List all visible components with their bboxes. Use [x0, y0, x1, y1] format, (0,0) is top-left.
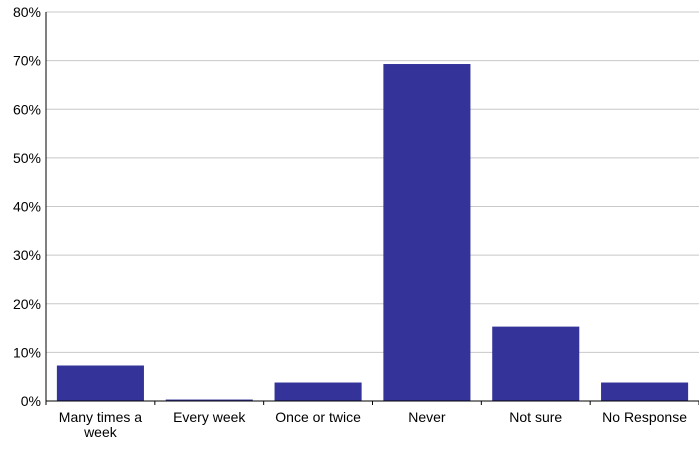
bar	[383, 64, 471, 401]
y-tick-label: 20%	[13, 296, 41, 312]
y-tick-label: 80%	[13, 4, 41, 20]
x-tick-label: Once or twice	[275, 409, 361, 425]
y-tick-label: 60%	[13, 101, 41, 117]
x-tick-label: Not sure	[509, 409, 562, 425]
gridlines	[46, 11, 699, 353]
y-tick-label: 40%	[13, 199, 41, 215]
bar	[492, 326, 580, 401]
bar	[56, 365, 144, 401]
bar	[274, 382, 362, 401]
y-tick-label: 70%	[13, 53, 41, 69]
y-tick-label: 30%	[13, 247, 41, 263]
y-tick-label: 10%	[13, 344, 41, 360]
axes	[45, 12, 699, 405]
x-tick-label: Every week	[173, 409, 246, 425]
bar	[165, 399, 253, 401]
y-tick-labels: 0% 10% 20% 30% 40% 50% 60% 70% 80%	[13, 4, 41, 409]
y-tick-label: 50%	[13, 150, 41, 166]
x-tick-label: No Response	[602, 409, 687, 425]
x-tick-label: Never	[408, 409, 446, 425]
bars	[56, 64, 689, 401]
x-tick-label: Many times a	[59, 409, 142, 425]
bar	[601, 382, 689, 401]
y-tick-label: 0%	[21, 393, 41, 409]
x-tick-label: week	[83, 424, 118, 440]
